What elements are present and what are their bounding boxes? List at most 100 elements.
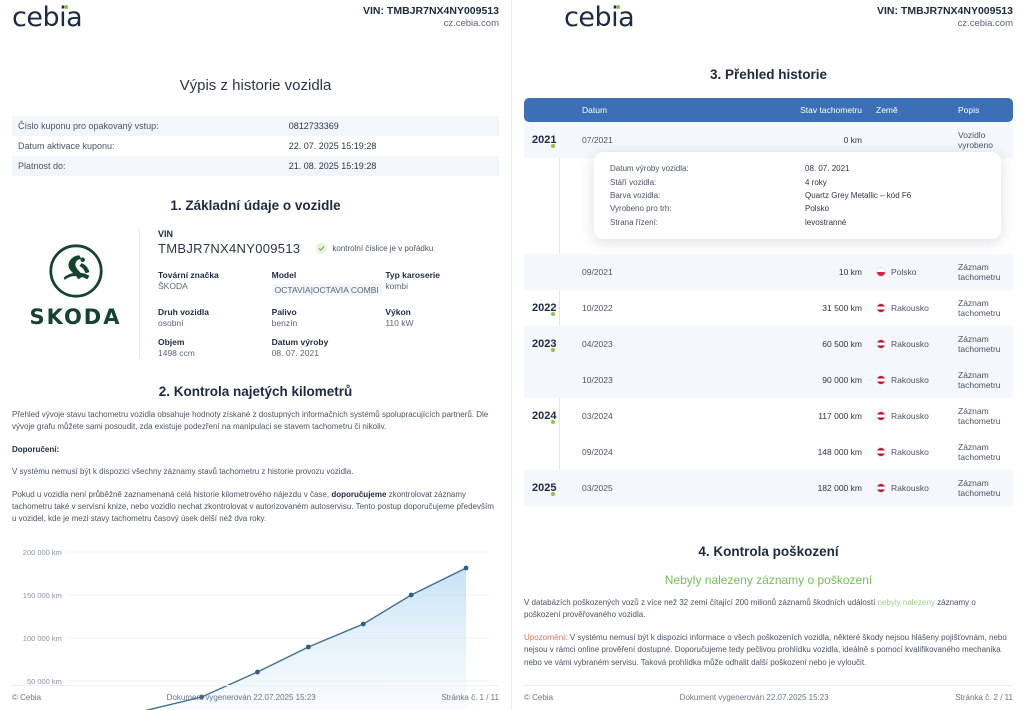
footer-copyright: © Cebia	[524, 693, 554, 702]
spec-cell: Druh vozidla osobní	[158, 307, 272, 328]
warning-text: V systému nemusí být k dispozici informa…	[524, 632, 1007, 667]
coupon-row: Číslo kuponu pro opakovaný vstup: 081273…	[12, 116, 499, 136]
spec-value: osobní	[158, 318, 184, 328]
tooltip-key: Datum výroby vozidla:	[610, 164, 689, 174]
flag-austria-icon	[876, 339, 886, 349]
spec-cell: Výkon 110 kW	[385, 307, 499, 328]
vin-field-value: TMBJR7NX4NY009513	[158, 241, 301, 256]
damage-part-a: V databázích poškozených vozů z více než…	[524, 598, 878, 607]
row-year: 2024	[532, 410, 557, 422]
spec-cell: Datum výroby 08. 07. 2021	[272, 337, 386, 358]
row-description: Záznam tachometru	[958, 298, 1001, 318]
table-row[interactable]: 2025 03/2025 182 000 km Rakousko Záznam …	[524, 470, 1013, 506]
row-date: 03/2025	[582, 483, 613, 493]
chart-line	[143, 567, 467, 710]
row-odometer: 117 000 km	[818, 411, 862, 421]
spec-value: kombi	[385, 281, 409, 291]
tooltip-row: Vyrobeno pro trh: Polsko	[610, 202, 985, 215]
table-row[interactable]: 09/2024 148 000 km Rakousko Záznam tacho…	[524, 434, 1013, 470]
section-2: 2. Kontrola najetých kilometrů Přehled v…	[12, 384, 499, 526]
tooltip-value: levostranné	[805, 217, 847, 227]
table-row[interactable]: 09/2021 10 km Polsko Záznam tachometru	[524, 254, 1013, 290]
history-table-body: 2021 07/2021 0 km Vozidlo vyrobeno Datum…	[524, 122, 1013, 506]
svg-text:100 000 km: 100 000 km	[23, 634, 62, 643]
logo-dot-icon	[616, 5, 621, 9]
row-description: Záznam tachometru	[958, 442, 1001, 462]
row-date: 07/2021	[582, 135, 613, 145]
row-country-text: Rakousko	[891, 447, 929, 457]
tooltip-key: Stáří vozidla:	[610, 177, 657, 187]
spec-key: Objem	[158, 337, 185, 347]
row-description: Záznam tachometru	[958, 406, 1001, 426]
spec-value: benzín	[271, 318, 298, 328]
coupon-value: 21. 08. 2025 15:19:28	[288, 161, 377, 171]
row-odometer: 60 500 km	[822, 339, 862, 349]
coupon-table: Číslo kuponu pro opakovaný vstup: 081273…	[12, 116, 499, 176]
row-description: Vozidlo vyrobeno	[958, 130, 993, 150]
vin-label: VIN: TMBJR7NX4NY009513	[363, 5, 499, 17]
coupon-row: Platnost do: 21. 08. 2025 15:19:28	[12, 156, 499, 176]
section-5-title: 5. Kontrola odcizení	[524, 709, 1013, 710]
spec-value: 1498 ccm	[158, 348, 195, 358]
table-row[interactable]: 2023 04/2023 60 500 km Rakousko Záznam t…	[524, 326, 1013, 362]
warning-label: Upozornění:	[524, 632, 568, 642]
chart-points	[199, 565, 469, 700]
row-country: Rakousko	[862, 483, 948, 493]
timeline-line	[559, 132, 560, 500]
advice-emphasis: doporučujeme	[331, 489, 387, 499]
row-country: Polsko	[862, 267, 948, 277]
column-header-odometer: Stav tachometru	[800, 105, 862, 115]
page-left: cebia VIN: TMBJR7NX4NY009513 cz.cebia.co…	[0, 0, 512, 710]
coupon-label: Číslo kuponu pro opakovaný vstup:	[18, 121, 159, 131]
row-date: 03/2024	[582, 411, 613, 421]
tooltip-row: Barva vozidla: Quartz Grey Metallic – kód…	[610, 189, 985, 202]
vin-field-label: VIN	[158, 229, 174, 239]
flag-austria-icon	[876, 483, 886, 493]
spec-cell: Tovární značka ŠKODA	[158, 270, 272, 298]
spec-key: Tovární značka	[158, 270, 219, 280]
spec-cell: Model OCTAVIA|OCTAVIA COMBI	[271, 270, 386, 298]
section-3-title: 3. Přehled historie	[709, 67, 828, 82]
section-4-title: 4. Kontrola poškození	[698, 544, 839, 559]
timeline-dot-icon	[551, 348, 555, 352]
coupon-value: 22. 07. 2025 15:19:28	[288, 141, 377, 151]
mileage-intro-paragraph: Přehled vývoje stavu tachometru vozidla …	[12, 410, 489, 432]
row-date: 04/2023	[582, 339, 613, 349]
spec-cell: Objem 1498 ccm	[158, 337, 272, 358]
row-description: Záznam tachometru	[958, 478, 1001, 498]
advice-part-a: Pokud u vozidla není průběžně zaznamenan…	[12, 489, 332, 499]
svg-text:200 000 km: 200 000 km	[23, 548, 62, 557]
tooltip-row: Strana řízení: levostranné	[610, 216, 985, 229]
coupon-label: Platnost do:	[18, 161, 66, 171]
history-table-header: Datum Stav tachometru Země Popis	[524, 98, 1013, 122]
damage-paragraph: V databázích poškozených vozů z více než…	[524, 597, 1013, 622]
section-2-title: 2. Kontrola najetých kilometrů	[158, 384, 353, 399]
row-date: 09/2024	[582, 447, 613, 457]
section-4: 4. Kontrola poškození Nebyly nalezeny zá…	[524, 544, 1013, 669]
advice-part-c: zkontrolovat záznamy tachometru také v s…	[12, 489, 494, 524]
brand-column: SKODA	[12, 229, 140, 358]
row-country: Rakousko	[862, 447, 948, 457]
tooltip-row: Datum výroby vozidla: 08. 07. 2021	[610, 162, 985, 175]
page-left-footer: © Cebia Dokument vygenerován 22.07.2025 …	[12, 685, 499, 702]
timeline-dot-icon	[551, 312, 555, 316]
row-description: Záznam tachometru	[958, 262, 1001, 282]
row-country: Rakousko	[862, 375, 948, 385]
vin-label: VIN: TMBJR7NX4NY009513	[877, 5, 1013, 17]
row-description: Záznam tachometru	[958, 334, 1001, 354]
section-3: 3. Přehled historie Datum Stav tachometr…	[524, 67, 1013, 506]
coupon-value: 0812733369	[288, 121, 339, 131]
column-header-description: Popis	[958, 105, 980, 115]
flag-austria-icon	[876, 411, 886, 421]
site-url: cz.cebia.com	[443, 18, 499, 30]
row-country-text: Polsko	[891, 267, 917, 277]
table-row[interactable]: 2022 10/2022 31 500 km Rakousko Záznam t…	[524, 290, 1013, 326]
recommendation-label: Doporučení:	[12, 444, 60, 454]
mileage-chart-svg: 200 000 km 150 000 km 100 000 km 50 000 …	[23, 548, 490, 710]
table-row[interactable]: 10/2023 90 000 km Rakousko Záznam tachom…	[524, 362, 1013, 398]
cebia-logo: cebia	[564, 4, 635, 31]
spec-key: Druh vozidla	[158, 307, 210, 317]
footer-generated: Dokument vygenerován 22.07.2025 15:23	[166, 693, 316, 702]
table-row[interactable]: 2024 03/2024 117 000 km Rakousko Záznam …	[524, 398, 1013, 434]
